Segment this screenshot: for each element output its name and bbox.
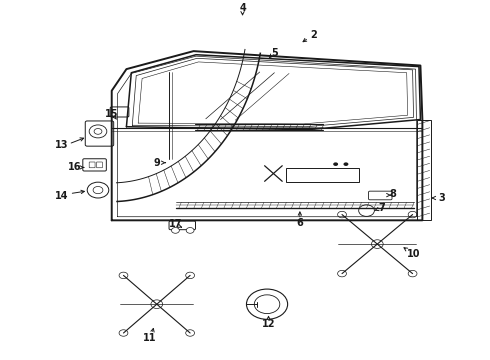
Circle shape [172, 228, 179, 233]
FancyBboxPatch shape [85, 121, 114, 146]
Text: 9: 9 [153, 158, 160, 168]
FancyBboxPatch shape [110, 107, 129, 117]
Circle shape [186, 330, 195, 336]
Circle shape [371, 240, 383, 248]
Circle shape [343, 162, 348, 166]
Text: 2: 2 [310, 30, 317, 40]
Circle shape [186, 272, 195, 279]
Circle shape [359, 205, 374, 216]
FancyBboxPatch shape [97, 162, 102, 168]
Circle shape [87, 182, 109, 198]
Circle shape [333, 162, 338, 166]
Text: 16: 16 [68, 162, 81, 172]
Circle shape [186, 228, 194, 233]
Text: 17: 17 [169, 219, 182, 229]
Text: 11: 11 [143, 333, 156, 343]
FancyBboxPatch shape [368, 191, 392, 200]
FancyBboxPatch shape [286, 168, 359, 182]
Text: 10: 10 [407, 249, 421, 259]
Circle shape [246, 289, 288, 319]
Circle shape [119, 272, 128, 279]
FancyBboxPatch shape [83, 159, 106, 171]
Text: 4: 4 [239, 3, 246, 13]
Circle shape [151, 300, 163, 309]
FancyBboxPatch shape [417, 120, 431, 220]
Text: 14: 14 [54, 191, 68, 201]
Circle shape [408, 211, 417, 218]
FancyBboxPatch shape [89, 162, 95, 168]
Circle shape [119, 330, 128, 336]
Text: 7: 7 [379, 203, 386, 213]
Circle shape [338, 270, 346, 277]
Circle shape [93, 186, 103, 194]
Circle shape [408, 270, 417, 277]
Text: 15: 15 [105, 109, 119, 120]
Circle shape [254, 295, 280, 314]
FancyBboxPatch shape [169, 221, 196, 230]
Circle shape [94, 129, 102, 134]
Text: 5: 5 [271, 48, 278, 58]
Text: 13: 13 [54, 140, 68, 150]
Circle shape [89, 125, 107, 138]
Text: 12: 12 [262, 319, 275, 329]
Text: 8: 8 [390, 189, 396, 199]
Text: 3: 3 [439, 193, 445, 203]
Circle shape [338, 211, 346, 218]
Text: 6: 6 [296, 218, 303, 228]
